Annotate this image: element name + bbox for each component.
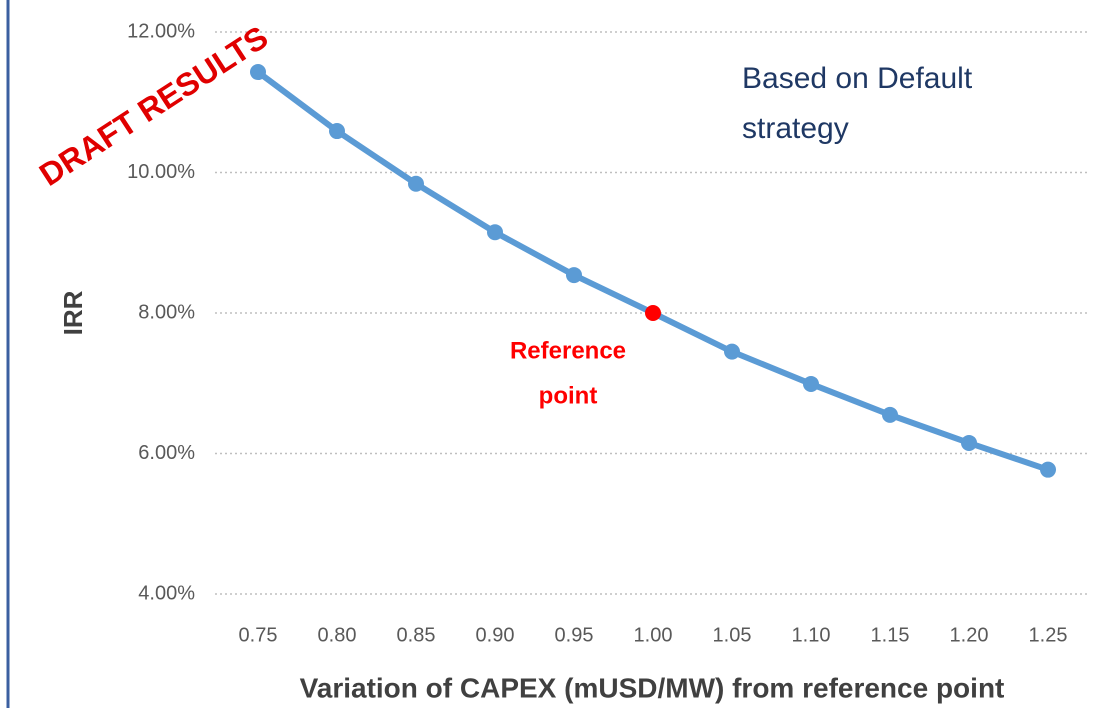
y-tick-label: 4.00% <box>138 582 195 604</box>
x-tick-label: 0.90 <box>476 624 515 646</box>
x-tick-label: 1.15 <box>871 624 910 646</box>
note-line: strategy <box>742 112 849 145</box>
series-line <box>256 69 1049 473</box>
data-point <box>566 267 582 284</box>
data-point <box>882 406 898 423</box>
y-tick-label: 8.00% <box>138 301 195 323</box>
x-tick-label: 1.05 <box>713 624 752 646</box>
reference-label: Reference <box>510 337 626 364</box>
y-tick-label: 10.00% <box>127 161 195 183</box>
y-axis-label: IRR <box>58 290 88 335</box>
x-axis-label: Variation of CAPEX (mUSD/MW) from refere… <box>300 672 1005 703</box>
data-point <box>329 123 345 140</box>
data-point <box>645 305 661 321</box>
note-line: Based on Default <box>742 62 973 95</box>
reference-label: point <box>539 382 598 409</box>
x-tick-label: 0.85 <box>397 624 436 646</box>
x-tick-label: 1.10 <box>792 624 831 646</box>
y-tick-label: 6.00% <box>138 442 195 464</box>
data-point <box>1040 461 1056 478</box>
x-tick-label: 0.95 <box>555 624 594 646</box>
data-point <box>961 434 977 451</box>
x-tick-label: 1.00 <box>634 624 673 646</box>
y-tick-label: 12.00% <box>127 20 195 42</box>
x-tick-label: 0.80 <box>318 624 357 646</box>
x-tick-label: 1.25 <box>1029 624 1068 646</box>
data-point <box>803 375 819 392</box>
x-tick-label: 0.75 <box>239 624 278 646</box>
data-point <box>250 64 266 81</box>
x-tick-label: 1.20 <box>950 624 989 646</box>
data-point <box>487 224 503 241</box>
data-point <box>724 343 740 360</box>
data-point <box>408 175 424 192</box>
